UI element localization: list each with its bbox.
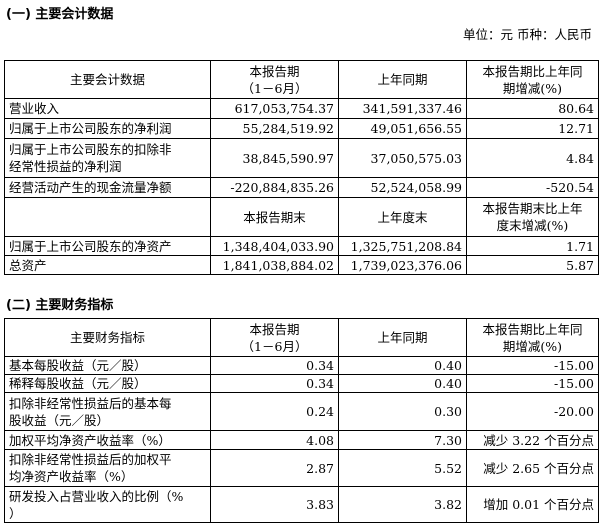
- accounting-table: 主要会计数据 本报告期 （1－6月） 上年同期 本报告期比上年同 期增减(%) 营业收入 61…: [4, 60, 599, 275]
- cell-line: 扣除非经常性损益后的加权平: [9, 452, 172, 467]
- cell-value: -520.54: [466, 177, 599, 198]
- cell-line: 期增减(%): [502, 338, 563, 354]
- table-row: 归属于上市公司股东的净资产 1,348,404,033.90 1,325,751,2…: [4, 236, 599, 256]
- table-row: 加权平均净资产收益率（%） 4.08 7.30 减少 3.22 个百分点: [4, 430, 599, 450]
- cell-value: 55,284,519.92: [210, 118, 339, 139]
- row-label: 扣除非经常性损益后的基本每 股收益（元／股）: [4, 392, 211, 431]
- column-header: 本报告期末比上年 度末增减(%): [466, 197, 599, 237]
- table-row: 基本每股收益（元／股） 0.34 0.40 -15.00: [4, 356, 599, 375]
- row-label: 扣除非经常性损益后的加权平 均净资产收益率（%）: [4, 449, 211, 487]
- cell-value: -220,884,835.26: [210, 177, 339, 198]
- cell-line: （1－6月）: [241, 338, 308, 354]
- table-row: 总资产 1,841,038,884.02 1,739,023,376.06 5.87: [4, 255, 599, 275]
- cell-line: 扣除非经常性损益后的基本每: [9, 395, 172, 411]
- table-row: 研发投入占营业收入的比例（%） 3.83 3.82 增加 0.01 个百分点: [4, 486, 599, 523]
- cell-value: 0.40: [338, 356, 467, 375]
- table-row: 主要财务指标 本报告期 （1－6月） 上年同期 本报告期比上年同 期增减(%): [4, 318, 599, 357]
- empty-cell: [4, 197, 211, 237]
- column-header: 本报告期比上年同 期增减(%): [466, 60, 599, 99]
- cell-value: 617,053,754.37: [210, 98, 339, 119]
- cell-value: -20.00: [466, 392, 599, 431]
- cell-value: 5.52: [338, 449, 467, 487]
- cell-value: 0.34: [210, 356, 339, 375]
- column-header: 上年同期: [338, 60, 467, 99]
- row-label: 基本每股收益（元／股）: [4, 356, 211, 375]
- row-label: 稀释每股收益（元／股）: [4, 374, 211, 393]
- cell-line: 均净资产收益率（%）: [9, 469, 134, 484]
- indicator-table: 主要财务指标 本报告期 （1－6月） 上年同期 本报告期比上年同 期增减(%) 基本每股收益…: [4, 318, 599, 523]
- cell-value: 1,348,404,033.90: [210, 236, 339, 256]
- cell-value: 37,050,575.03: [338, 138, 467, 178]
- cell-line: 研发投入占营业收入的比例（%: [9, 488, 184, 504]
- table-row: 本报告期末 上年度末 本报告期末比上年 度末增减(%): [4, 197, 599, 237]
- cell-line: 股收益（元／股）: [9, 412, 110, 428]
- cell-value: 52,524,058.99: [338, 177, 467, 198]
- cell-line: 本报告期末比上年: [482, 201, 583, 216]
- cell-line: 归属于上市公司股东的扣除非: [9, 142, 172, 157]
- cell-line: （1－6月）: [241, 80, 308, 96]
- row-label: 归属于上市公司股东的净资产: [4, 236, 211, 256]
- row-label: 归属于上市公司股东的净利润: [4, 118, 211, 139]
- cell-value: 减少 2.65 个百分点: [466, 449, 599, 487]
- cell-value: 3.83: [210, 486, 339, 523]
- column-header: 主要财务指标: [4, 318, 211, 357]
- column-header: 上年度末: [338, 197, 467, 237]
- cell-value: -15.00: [466, 374, 599, 393]
- column-header: 主要会计数据: [4, 60, 211, 99]
- row-label: 经营活动产生的现金流量净额: [4, 177, 211, 198]
- cell-value: 1.71: [466, 236, 599, 256]
- cell-value: 3.82: [338, 486, 467, 523]
- cell-line: 度末增减(%): [496, 218, 569, 233]
- cell-value: 49,051,656.55: [338, 118, 467, 139]
- column-header: 上年同期: [338, 318, 467, 357]
- cell-line: 本报告期比上年同: [482, 63, 583, 79]
- cell-line: 本报告期: [249, 63, 300, 79]
- cell-line: 本报告期: [249, 321, 300, 337]
- cell-line: 本报告期比上年同: [482, 321, 583, 337]
- cell-value: 4.84: [466, 138, 599, 178]
- column-header: 本报告期 （1－6月）: [210, 60, 339, 99]
- row-label: 研发投入占营业收入的比例（%）: [4, 486, 211, 523]
- row-label: 营业收入: [4, 98, 211, 119]
- cell-line: ）: [9, 505, 22, 521]
- table-row: 扣除非经常性损益后的加权平 均净资产收益率（%） 2.87 5.52 减少 2.65 个…: [4, 449, 599, 487]
- cell-value: 38,845,590.97: [210, 138, 339, 178]
- cell-value: 0.30: [338, 392, 467, 431]
- cell-line: 经常性损益的净利润: [9, 159, 122, 174]
- cell-value: 12.71: [466, 118, 599, 139]
- cell-value: 0.24: [210, 392, 339, 431]
- section-title: (一) 主要会计数据: [6, 7, 114, 22]
- column-header: 本报告期 （1－6月）: [210, 318, 339, 357]
- cell-value: 7.30: [338, 430, 467, 450]
- table-row: 稀释每股收益（元／股） 0.34 0.40 -15.00: [4, 374, 599, 393]
- cell-value: -15.00: [466, 356, 599, 375]
- table-row: 营业收入 617,053,754.37 341,591,337.46 80.64: [4, 98, 599, 119]
- unit-note: 单位：元 币种：人民币: [463, 27, 592, 42]
- cell-value: 增加 0.01 个百分点: [466, 486, 599, 523]
- table-row: 归属于上市公司股东的净利润 55,284,519.92 49,051,656.55 1…: [4, 118, 599, 139]
- cell-value: 5.87: [466, 255, 599, 275]
- table-row: 归属于上市公司股东的扣除非 经常性损益的净利润 38,845,590.97 37,05…: [4, 138, 599, 178]
- row-label: 总资产: [4, 255, 211, 275]
- cell-value: 4.08: [210, 430, 339, 450]
- cell-value: 0.40: [338, 374, 467, 393]
- table-row: 主要会计数据 本报告期 （1－6月） 上年同期 本报告期比上年同 期增减(%): [4, 60, 599, 99]
- section-title: (二) 主要财务指标: [6, 298, 114, 313]
- cell-value: 2.87: [210, 449, 339, 487]
- row-label: 归属于上市公司股东的扣除非 经常性损益的净利润: [4, 138, 211, 178]
- column-header: 本报告期末: [210, 197, 339, 237]
- cell-line: 期增减(%): [502, 80, 563, 96]
- table-row: 经营活动产生的现金流量净额 -220,884,835.26 52,524,058.9…: [4, 177, 599, 198]
- row-label: 加权平均净资产收益率（%）: [4, 430, 211, 450]
- cell-value: 1,739,023,376.06: [338, 255, 467, 275]
- cell-value: 0.34: [210, 374, 339, 393]
- cell-value: 80.64: [466, 98, 599, 119]
- cell-value: 1,841,038,884.02: [210, 255, 339, 275]
- cell-value: 341,591,337.46: [338, 98, 467, 119]
- cell-value: 1,325,751,208.84: [338, 236, 467, 256]
- table-row: 扣除非经常性损益后的基本每 股收益（元／股） 0.24 0.30 -20.00: [4, 392, 599, 431]
- cell-value: 减少 3.22 个百分点: [466, 430, 599, 450]
- column-header: 本报告期比上年同 期增减(%): [466, 318, 599, 357]
